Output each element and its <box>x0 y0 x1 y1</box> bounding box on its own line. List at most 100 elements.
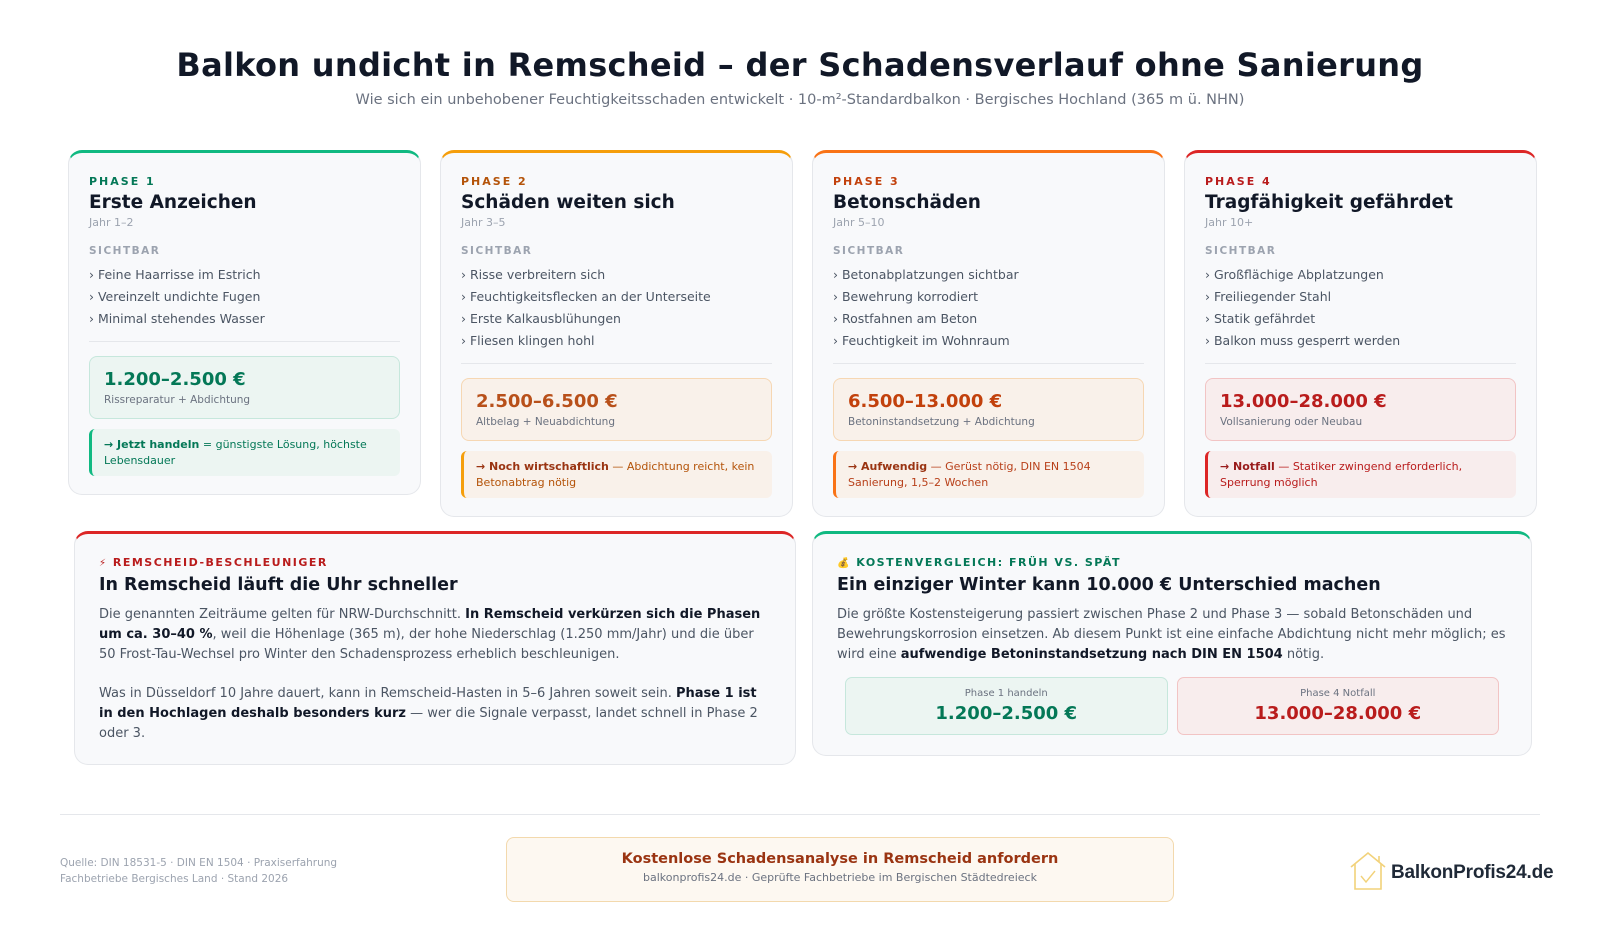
source-line-1: Quelle: DIN 18531-5 · DIN EN 1504 · Prax… <box>60 857 338 869</box>
phase-card-2: PHASE 2 Schäden weiten sich Jahr 3–5 SIC… <box>440 150 793 517</box>
callout-strong: → Jetzt handeln <box>104 438 200 451</box>
visible-label: SICHTBAR <box>1205 245 1277 257</box>
comparison-title: Ein einziger Winter kann 10.000 € Unters… <box>837 575 1381 595</box>
text: nötig. <box>1282 647 1325 662</box>
divider <box>1205 363 1516 364</box>
cost-value: 2.500–6.500 € <box>476 391 618 412</box>
comparison-boxes: Phase 1 handeln 1.200–2.500 € Phase 4 No… <box>837 677 1507 735</box>
callout-strong: → Aufwendig <box>848 460 928 473</box>
cost-value: 6.500–13.000 € <box>848 391 1003 412</box>
phase-title: Betonschäden <box>833 192 981 213</box>
page-subtitle: Wie sich ein unbehobener Feuchtigkeitssc… <box>355 92 1245 108</box>
info-section: ⚡ REMSCHEID-BESCHLEUNIGER In Remscheid l… <box>74 531 1532 765</box>
remscheid-paragraph-2: Was in Düsseldorf 10 Jahre dauert, kann … <box>99 684 771 744</box>
phase-callout: → Aufwendig — Gerüst nötig, DIN EN 1504 … <box>833 451 1144 498</box>
phase-callout: → Notfall — Statiker zwingend erforderli… <box>1205 451 1516 498</box>
phase-label: PHASE 2 <box>461 175 528 188</box>
late-label: Phase 4 Notfall <box>1300 688 1376 699</box>
brand-logo[interactable]: BalkonProfis24.de <box>1349 851 1554 895</box>
page-title: Balkon undicht in Remscheid – der Schade… <box>176 46 1424 84</box>
page-header: Balkon undicht in Remscheid – der Schade… <box>0 46 1600 108</box>
symptom-item: › Balkon muss gesperrt werden <box>1205 333 1401 348</box>
visible-label: SICHTBAR <box>461 245 533 257</box>
phase-title: Tragfähigkeit gefährdet <box>1205 192 1453 213</box>
cost-note: Betoninstandsetzung + Abdichtung <box>848 416 1035 428</box>
cost-box: 2.500–6.500 € Altbelag + Neuabdichtung <box>461 378 772 441</box>
phase-title: Erste Anzeichen <box>89 192 257 213</box>
divider <box>461 363 772 364</box>
symptom-item: › Feuchtigkeitsflecken an der Unterseite <box>461 289 711 304</box>
money-bag-icon: 💰 <box>837 558 851 569</box>
remscheid-accelerator-card: ⚡ REMSCHEID-BESCHLEUNIGER In Remscheid l… <box>74 531 796 765</box>
phase-label: PHASE 4 <box>1205 175 1272 188</box>
early-cost-box: Phase 1 handeln 1.200–2.500 € <box>845 677 1168 735</box>
cost-note: Vollsanierung oder Neubau <box>1220 416 1363 428</box>
cost-box: 1.200–2.500 € Rissreparatur + Abdichtung <box>89 356 400 419</box>
callout-strong: → Notfall <box>1220 460 1275 473</box>
cost-note: Rissreparatur + Abdichtung <box>104 394 251 406</box>
cost-box: 13.000–28.000 € Vollsanierung oder Neuba… <box>1205 378 1516 441</box>
phase-card-3: PHASE 3 Betonschäden Jahr 5–10 SICHTBAR … <box>812 150 1165 517</box>
emphasis: In Remscheid verkürzen sich die Phasen u… <box>99 607 761 642</box>
phase-callout: → Jetzt handeln = günstigste Lösung, höc… <box>89 429 400 476</box>
remscheid-title: In Remscheid läuft die Uhr schneller <box>99 575 458 595</box>
text: Die genannten Zeiträume gelten für NRW-D… <box>99 607 466 622</box>
symptom-item: › Freiliegender Stahl <box>1205 289 1332 304</box>
visible-label: SICHTBAR <box>89 245 161 257</box>
cost-value: 13.000–28.000 € <box>1220 391 1387 412</box>
source-line-2: Fachbetriebe Bergisches Land · Stand 202… <box>60 873 289 885</box>
cta-subtitle: balkonprofis24.de · Geprüfte Fachbetrieb… <box>643 871 1037 884</box>
emphasis: aufwendige Betoninstandsetzung nach DIN … <box>900 647 1283 662</box>
comparison-paragraph: Die größte Kostensteigerung passiert zwi… <box>837 605 1507 665</box>
divider <box>89 341 400 342</box>
phase-years: Jahr 5–10 <box>833 216 885 229</box>
cost-value: 1.200–2.500 € <box>104 369 246 390</box>
symptom-item: › Vereinzelt undichte Fugen <box>89 289 261 304</box>
phase-label: PHASE 1 <box>89 175 156 188</box>
phase-years: Jahr 10+ <box>1205 216 1254 229</box>
cost-note: Altbelag + Neuabdichtung <box>476 416 616 428</box>
phase-card-4: PHASE 4 Tragfähigkeit gefährdet Jahr 10+… <box>1184 150 1537 517</box>
phase-years: Jahr 3–5 <box>461 216 506 229</box>
symptom-item: › Feine Haarrisse im Estrich <box>89 267 261 282</box>
callout-text: — Abdichtung reicht, kein Betonabtrag nö… <box>476 460 755 489</box>
symptom-item: › Betonabplatzungen sichtbar <box>833 267 1019 282</box>
symptom-item: › Statik gefährdet <box>1205 311 1316 326</box>
symptom-list: › Betonabplatzungen sichtbar › Bewehrung… <box>833 264 1144 352</box>
callout-text: — Statiker zwingend erforderlich, Sperru… <box>1220 460 1463 489</box>
phase-years: Jahr 1–2 <box>89 216 134 229</box>
remscheid-kicker: ⚡ REMSCHEID-BESCHLEUNIGER <box>99 556 771 569</box>
symptom-item: › Rostfahnen am Beton <box>833 311 978 326</box>
late-value: 13.000–28.000 € <box>1254 703 1422 724</box>
free-analysis-cta-button[interactable]: Kostenlose Schadensanalyse in Remscheid … <box>506 837 1174 902</box>
text: Was in Düsseldorf 10 Jahre dauert, kann … <box>99 686 676 701</box>
source-note: Quelle: DIN 18531-5 · DIN EN 1504 · Prax… <box>60 855 337 887</box>
divider <box>833 363 1144 364</box>
phase-timeline: PHASE 1 Erste Anzeichen Jahr 1–2 SICHTBA… <box>68 150 1538 517</box>
symptom-item: › Feuchtigkeit im Wohnraum <box>833 333 1010 348</box>
symptom-list: › Feine Haarrisse im Estrich › Vereinzel… <box>89 264 400 330</box>
cost-comparison-card: 💰 KOSTENVERGLEICH: FRÜH VS. SPÄT Ein ein… <box>812 531 1532 756</box>
visible-label: SICHTBAR <box>833 245 905 257</box>
phase-label: PHASE 3 <box>833 175 900 188</box>
phase-title: Schäden weiten sich <box>461 192 675 213</box>
symptom-item: › Großflächige Abplatzungen <box>1205 267 1384 282</box>
callout-text: = günstigste Lösung, höchste Lebensdauer <box>104 438 367 467</box>
cta-title: Kostenlose Schadensanalyse in Remscheid … <box>621 851 1059 867</box>
footer-divider <box>60 814 1540 815</box>
early-label: Phase 1 handeln <box>964 688 1048 699</box>
text: Die größte Kostensteigerung passiert zwi… <box>837 607 1506 662</box>
phase-card-1: PHASE 1 Erste Anzeichen Jahr 1–2 SICHTBA… <box>68 150 421 495</box>
text: — wer die Signale verpasst, landet schne… <box>99 706 758 741</box>
symptom-item: › Fliesen klingen hohl <box>461 333 595 348</box>
house-check-icon <box>1349 851 1387 895</box>
text: , weil die Höhenlage (365 m), der hohe N… <box>99 627 754 662</box>
symptom-item: › Erste Kalkausblühungen <box>461 311 621 326</box>
callout-strong: → Noch wirtschaftlich <box>476 460 609 473</box>
emphasis: Phase 1 ist in den Hochlagen deshalb bes… <box>99 686 757 721</box>
cost-box: 6.500–13.000 € Betoninstandsetzung + Abd… <box>833 378 1144 441</box>
comparison-kicker: 💰 KOSTENVERGLEICH: FRÜH VS. SPÄT <box>837 556 1507 569</box>
remscheid-paragraph-1: Die genannten Zeiträume gelten für NRW-D… <box>99 605 771 665</box>
symptom-list: › Risse verbreitern sich › Feuchtigkeits… <box>461 264 772 352</box>
late-cost-box: Phase 4 Notfall 13.000–28.000 € <box>1176 677 1499 735</box>
